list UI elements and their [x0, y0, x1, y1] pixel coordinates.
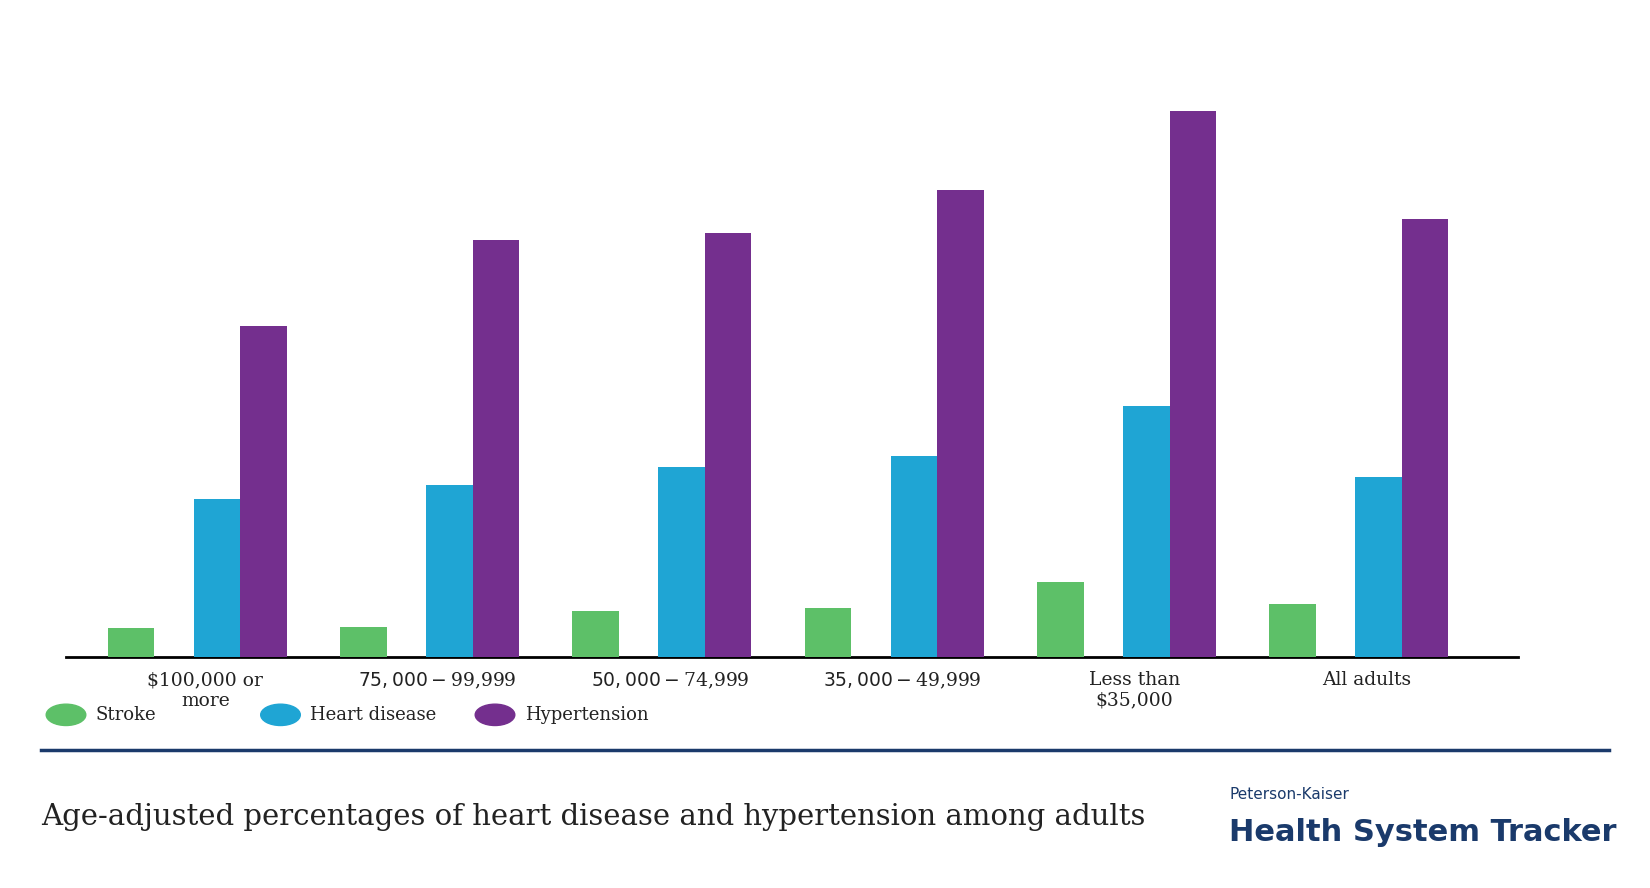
Text: Hypertension: Hypertension	[525, 706, 648, 724]
Bar	[705, 233, 751, 657]
Text: Heart disease: Heart disease	[310, 706, 437, 724]
Bar	[1402, 218, 1449, 657]
Text: Age-adjusted percentages of heart disease and hypertension among adults: Age-adjusted percentages of heart diseas…	[41, 803, 1145, 831]
Bar	[107, 629, 155, 657]
Bar	[573, 611, 619, 657]
Bar	[1355, 478, 1402, 657]
Bar	[891, 456, 937, 657]
Bar	[1170, 111, 1216, 657]
Bar	[1038, 583, 1084, 657]
Bar	[241, 327, 287, 657]
Bar	[472, 240, 520, 657]
Text: Health System Tracker: Health System Tracker	[1229, 819, 1617, 847]
Bar	[426, 485, 472, 657]
Text: Stroke: Stroke	[96, 706, 157, 724]
Bar	[805, 608, 851, 657]
Bar	[1269, 604, 1317, 657]
Bar	[340, 627, 386, 657]
Bar	[937, 190, 983, 657]
Bar	[658, 467, 705, 657]
Bar	[193, 499, 241, 657]
Text: Peterson-Kaiser: Peterson-Kaiser	[1229, 788, 1350, 802]
Bar	[1124, 406, 1170, 657]
